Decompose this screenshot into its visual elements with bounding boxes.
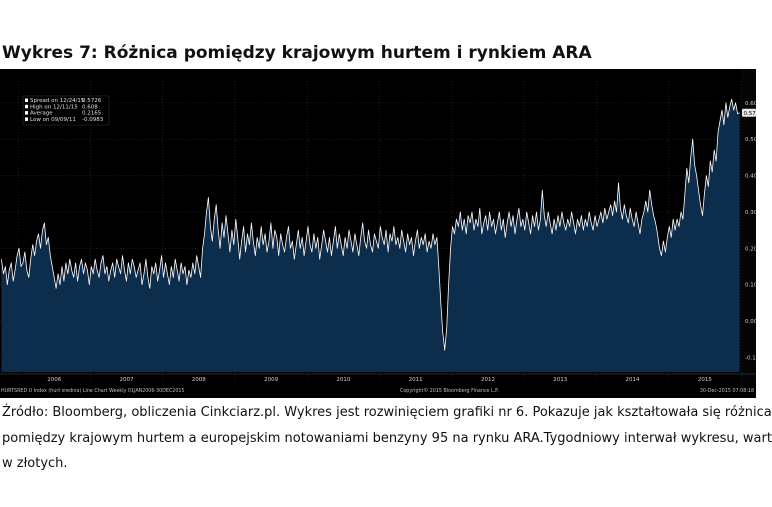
x-tick-label: 2012 [481, 377, 495, 383]
legend: Spread on 12/24/150.5726 High on 12/11/15… [22, 95, 110, 126]
chart-footer-timestamp: 30-Dec-2015 07:08:18 [700, 388, 754, 394]
x-tick-label: 2008 [192, 377, 206, 383]
page-title: Wykres 7: Różnica pomiędzy krajowym hurt… [2, 43, 592, 63]
legend-label: High on 12/11/15 [30, 104, 78, 110]
y-axis-panel [741, 69, 756, 384]
legend-swatch [25, 111, 28, 115]
series-layer [1, 98, 740, 372]
x-tick-label: 2013 [553, 377, 567, 383]
chart-footer-left: HURTSRED U Index (hurt srednia) Line Cha… [1, 388, 185, 394]
legend-label: Low on 09/09/11 [30, 117, 76, 123]
y-tick-label: 0.60 [745, 101, 756, 107]
caption-line-2: pomiędzy krajowym hurtem a europejskim n… [2, 431, 772, 446]
y-tick-label: 0.30 [745, 210, 756, 216]
chart-footer-copyright: Copyright© 2015 Bloomberg Finance L.P. [400, 387, 499, 394]
legend-value: 0.608 [82, 104, 98, 110]
series-area [1, 99, 740, 372]
legend-value: 0.2165 [82, 111, 102, 117]
chart-svg: 0.600.500.400.300.200.100.00-0.100.5726 … [0, 69, 757, 394]
chart-footer: HURTSRED U Index (hurt srednia) Line Cha… [1, 387, 754, 394]
legend-swatch [25, 117, 28, 121]
legend-value: 0.5726 [82, 98, 102, 104]
x-tick-label: 2006 [47, 377, 61, 383]
y-axis: 0.60 0.50 0.40 0.30 0.20 0.10 0.00 -0.10 0.5726 [742, 101, 757, 361]
y-tick-label: 0.20 [745, 246, 756, 252]
x-axis: 2006 2007 2008 2009 2010 2011 2012 2013 2014 2015 [0, 373, 756, 383]
x-tick-label: 2007 [120, 377, 134, 383]
legend-label: Spread on 12/24/15 [30, 98, 85, 104]
legend-swatch [25, 98, 28, 102]
legend-swatch [25, 104, 28, 109]
chart-area: 0.600.500.400.300.200.100.00-0.100.5726 … [0, 69, 756, 398]
last-value-label: 0.5726 [744, 111, 757, 117]
x-tick-label: 2015 [698, 377, 712, 383]
y-tick-label: 0.10 [745, 283, 756, 289]
series-line [1, 98, 740, 351]
legend-label: Average [30, 111, 53, 117]
y-tick-label: -0.10 [745, 355, 756, 361]
last-value-tag [742, 108, 756, 117]
caption-line-1: Źródło: Bloomberg, obliczenia Cinkciarz.… [2, 405, 772, 420]
y-tick-label: 0.00 [745, 319, 756, 325]
legend-value: -0.0983 [82, 117, 104, 123]
y-tick-label: 0.50 [745, 137, 756, 143]
x-tick-label: 2011 [409, 377, 423, 383]
x-tick-label: 2009 [264, 377, 278, 383]
x-tick-label: 2014 [626, 377, 640, 383]
legend-box [22, 95, 110, 126]
y-tick-label: 0.40 [745, 174, 756, 180]
x-tick-label: 2010 [336, 377, 350, 383]
caption-line-3: w złotych. [2, 456, 68, 471]
